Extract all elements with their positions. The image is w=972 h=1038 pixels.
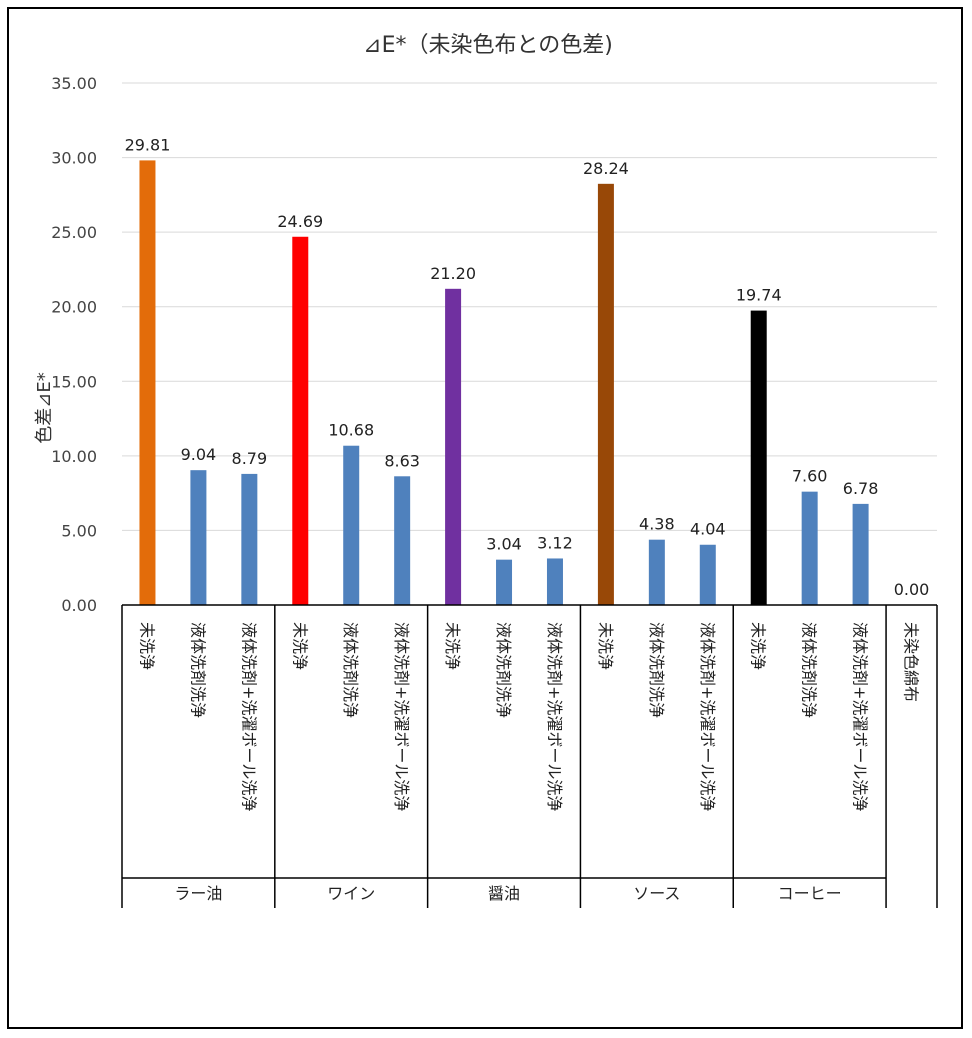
bar: [292, 236, 309, 605]
group-label: 醤油: [488, 884, 520, 903]
data-label: 0.00: [894, 580, 930, 599]
data-label: 3.12: [537, 533, 573, 552]
data-label: 19.74: [736, 286, 782, 305]
bar: [394, 476, 411, 605]
category-label: 液体洗剤+洗濯ボール洗浄: [698, 622, 717, 811]
data-label: 28.24: [583, 159, 629, 178]
data-label: 21.20: [430, 264, 476, 283]
bar: [648, 539, 665, 605]
y-tick-label: 20.00: [51, 298, 97, 317]
y-tick-label: 10.00: [51, 447, 97, 466]
chart-title: ⊿E*（未染色布との色差): [363, 33, 613, 58]
data-label: 6.78: [843, 479, 879, 498]
data-label: 29.81: [125, 135, 171, 154]
y-tick-label: 35.00: [51, 74, 97, 93]
group-label: ソース: [633, 884, 680, 903]
group-label: ラー油: [174, 884, 222, 903]
bar: [750, 310, 767, 605]
y-tick-label: 30.00: [51, 149, 97, 168]
category-label: 未洗浄: [596, 622, 615, 670]
category-label: 未洗浄: [290, 622, 309, 670]
y-tick-label: 0.00: [61, 596, 97, 615]
group-label: ワイン: [327, 884, 375, 903]
bar: [343, 445, 360, 605]
category-label: 未洗浄: [749, 622, 768, 670]
category-label: 液体洗剤洗浄: [800, 622, 819, 718]
bar: [445, 288, 462, 605]
data-label: 4.38: [639, 515, 675, 534]
bar: [241, 473, 258, 605]
category-label: 液体洗剤洗浄: [188, 622, 207, 718]
bar: [496, 559, 513, 605]
data-label: 24.69: [277, 212, 323, 231]
y-axis-label: 色差⊿E*: [34, 372, 55, 443]
data-label: 10.68: [328, 421, 374, 440]
data-label: 3.04: [486, 535, 522, 554]
category-label: 液体洗剤+洗濯ボール洗浄: [545, 622, 564, 811]
bar: [139, 160, 156, 605]
category-label: 未染色綿布: [902, 622, 921, 702]
category-label: 液体洗剤+洗濯ボール洗浄: [851, 622, 870, 811]
y-tick-label: 15.00: [51, 372, 97, 391]
category-label: 液体洗剤+洗濯ボール洗浄: [392, 622, 411, 811]
category-label: 液体洗剤洗浄: [341, 622, 360, 718]
group-label: コーヒー: [778, 884, 842, 903]
data-label: 8.79: [232, 449, 268, 468]
category-label: 液体洗剤洗浄: [494, 622, 513, 718]
bar: [801, 491, 818, 605]
bar: [597, 183, 614, 606]
y-tick-label: 25.00: [51, 223, 97, 242]
data-label: 9.04: [181, 445, 217, 464]
category-label: 未洗浄: [137, 622, 156, 670]
category-label: 液体洗剤+洗濯ボール洗浄: [239, 622, 258, 811]
bar: [190, 470, 207, 605]
category-label: 液体洗剤洗浄: [647, 622, 666, 718]
chart-frame: [7, 7, 963, 1029]
bar: [852, 503, 869, 605]
bar: [546, 558, 563, 605]
data-label: 8.63: [384, 451, 420, 470]
data-label: 7.60: [792, 467, 828, 486]
data-label: 4.04: [690, 520, 726, 539]
category-label: 未洗浄: [443, 622, 462, 670]
bar: [699, 544, 716, 605]
y-tick-label: 5.00: [61, 521, 97, 540]
